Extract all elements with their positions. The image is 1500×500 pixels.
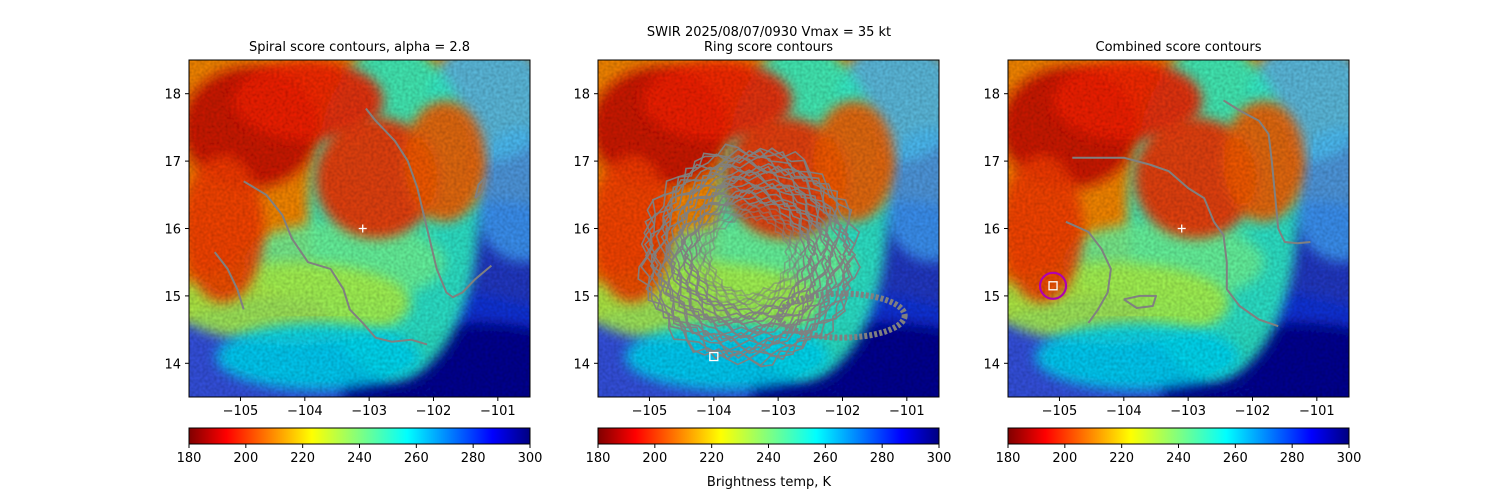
ring-contour xyxy=(643,149,852,359)
colorbar-tick-label: 180 xyxy=(996,451,1021,466)
colorbar-tick-label: 200 xyxy=(233,451,258,466)
overlay-layer xyxy=(213,107,493,346)
x-tick-label: −105 xyxy=(632,404,668,419)
y-tick-label: 15 xyxy=(573,290,590,305)
x-tick-label: −102 xyxy=(416,404,452,419)
colorbar-gradient xyxy=(188,427,531,445)
x-tick-label: −103 xyxy=(1170,404,1206,419)
colorbar-tick-label: 260 xyxy=(404,451,429,466)
x-tick-label: −105 xyxy=(223,404,259,419)
colorbar-tick-label: 220 xyxy=(699,451,724,466)
panel-2: Ring score contours −105 −104 −103 −102 −101 1… xyxy=(573,40,940,419)
colorbar-tick-label: 260 xyxy=(1223,451,1248,466)
y-tick-label: 18 xyxy=(164,88,181,103)
colorbar-tick-label: 200 xyxy=(642,451,667,466)
colorbar-tick-label: 280 xyxy=(870,451,895,466)
x-tick-label: −104 xyxy=(696,404,732,419)
y-tick-label: 14 xyxy=(164,357,181,372)
y-tick-label: 17 xyxy=(983,155,1000,170)
overlay-layer xyxy=(1038,99,1311,328)
colorbar-tick-label: 180 xyxy=(586,451,611,466)
ring-contour xyxy=(688,193,812,318)
colorbar-tick-label: 300 xyxy=(927,451,952,466)
circle-marker xyxy=(1038,271,1068,300)
panel-title: Ring score contours xyxy=(704,40,833,55)
center-plus-marker xyxy=(1177,224,1186,233)
colorbar-tick-label: 260 xyxy=(813,451,838,466)
overlay-layer xyxy=(637,143,908,368)
best-point-square-marker xyxy=(1048,281,1058,291)
colorbar-tick-label: 280 xyxy=(1280,451,1305,466)
x-tick-label: −101 xyxy=(1299,404,1335,419)
colorbar-tick-label: 220 xyxy=(290,451,315,466)
ring-contour xyxy=(698,204,802,307)
contour-line xyxy=(474,176,486,199)
colorbar-tick-label: 240 xyxy=(1166,451,1191,466)
colorbar-tick-label: 200 xyxy=(1052,451,1077,466)
colorbar-tick-label: 240 xyxy=(756,451,781,466)
x-tick-label: −105 xyxy=(1042,404,1078,419)
x-tick-label: −104 xyxy=(287,404,323,419)
ring-contour xyxy=(637,143,861,368)
x-tick-label: −101 xyxy=(480,404,516,419)
colorbar-2: 180 200 220 240 260 280 300 xyxy=(586,427,952,466)
y-tick-label: 16 xyxy=(164,223,181,238)
y-tick-label: 16 xyxy=(983,223,1000,238)
x-tick-label: −101 xyxy=(889,404,925,419)
contour-line xyxy=(1072,156,1279,328)
x-tick-label: −103 xyxy=(760,404,796,419)
panel-title: Combined score contours xyxy=(1096,40,1262,55)
y-tick-label: 15 xyxy=(164,290,181,305)
y-tick-label: 18 xyxy=(983,88,1000,103)
ring-contour xyxy=(668,175,828,336)
contour-line xyxy=(365,107,493,299)
y-tick-label: 18 xyxy=(573,88,590,103)
contour-line xyxy=(243,180,428,346)
colorbar-tick-label: 240 xyxy=(347,451,372,466)
panel-title: Spiral score contours, alpha = 2.8 xyxy=(249,40,470,55)
ring-contour-region xyxy=(637,143,908,368)
y-tick-label: 16 xyxy=(573,223,590,238)
y-tick-label: 14 xyxy=(983,357,1000,372)
y-tick-label: 14 xyxy=(573,357,590,372)
colorbar-tick-label: 280 xyxy=(461,451,486,466)
y-tick-label: 15 xyxy=(983,290,1000,305)
colorbar-label: Brightness temp, K xyxy=(707,475,832,490)
imagery-background xyxy=(1008,60,1349,397)
colorbar-tick-label: 180 xyxy=(177,451,202,466)
x-tick-label: −102 xyxy=(1235,404,1271,419)
x-tick-label: −103 xyxy=(351,404,387,419)
center-plus-marker xyxy=(358,224,367,233)
colorbar-tick-label: 300 xyxy=(518,451,543,466)
panel-1: Spiral score contours, alpha = 2.8 −105 −1… xyxy=(164,40,531,419)
x-tick-label: −104 xyxy=(1106,404,1142,419)
contour-line xyxy=(1065,220,1112,324)
colorbar-gradient xyxy=(597,427,940,445)
colorbar-tick-label: 300 xyxy=(1337,451,1362,466)
colorbar-3: 180 200 220 240 260 280 300 xyxy=(996,427,1362,466)
contour-line xyxy=(213,251,245,310)
colorbar-gradient xyxy=(1007,427,1350,445)
x-tick-label: −102 xyxy=(825,404,861,419)
figure-suptitle: SWIR 2025/08/07/0930 Vmax = 35 kt xyxy=(647,25,891,40)
ring-contour-tail xyxy=(776,290,908,341)
y-tick-label: 17 xyxy=(573,155,590,170)
best-point-square-marker xyxy=(709,351,719,362)
panel-3: Combined score contours −105 −104 −103 −102 −… xyxy=(983,40,1350,419)
colorbar-1: 180 200 220 240 260 280 300 xyxy=(177,427,543,466)
contour-line xyxy=(1123,294,1157,309)
contour-line xyxy=(1222,99,1311,245)
ring-contour xyxy=(644,149,857,361)
y-tick-label: 17 xyxy=(164,155,181,170)
colorbar-tick-label: 220 xyxy=(1109,451,1134,466)
